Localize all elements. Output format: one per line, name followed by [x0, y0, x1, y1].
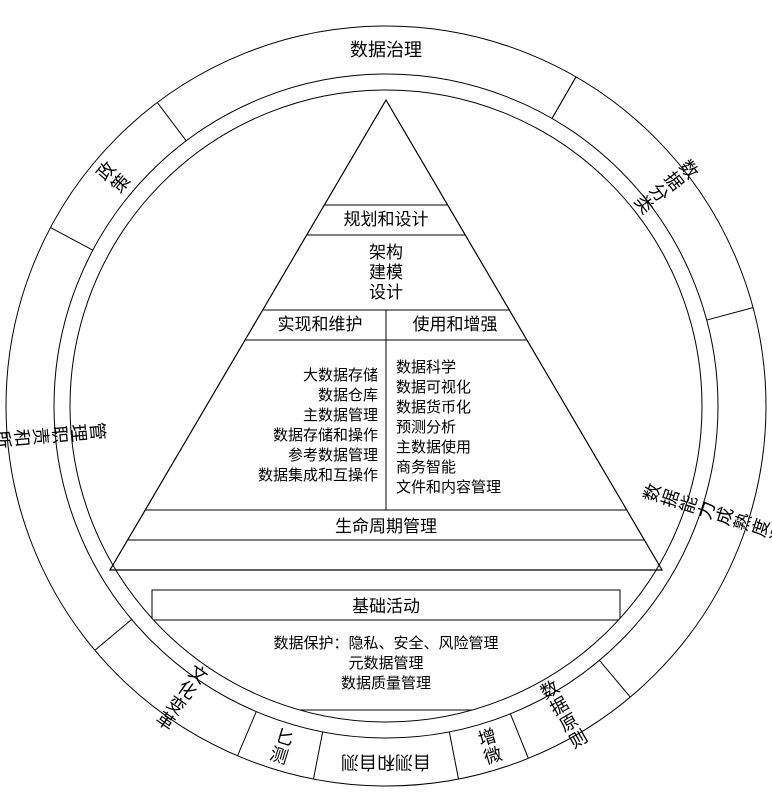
ring-label-9: 政策政策	[93, 158, 134, 197]
pyramid-layer1-label: 规划和设计	[344, 210, 429, 229]
svg-text:所: 所	[0, 430, 13, 450]
bottom-box-line-1: 元数据管理	[348, 655, 423, 672]
ring-label-5: 自测和自测	[341, 752, 431, 772]
svg-text:测: 测	[268, 744, 291, 768]
ring-divider-2	[599, 660, 630, 697]
svg-text:自测和自测: 自测和自测	[341, 752, 431, 772]
ring-label-2: 数据能力成熟度评估数据能力成熟度评估	[640, 481, 772, 551]
bottom-box-line-0: 数据保护：隐私、安全、风险管理	[273, 634, 498, 652]
svg-text:微: 微	[481, 744, 504, 768]
pyramid-left-item-3: 数据存储和操作	[273, 427, 378, 444]
pyramid-left-item-2: 主数据管理	[303, 407, 378, 424]
pyramid-left-item-4: 参考数据管理	[288, 447, 378, 464]
pyramid-layer2-line2: 建模	[369, 263, 403, 282]
ring-divider-1	[707, 308, 753, 320]
bottom-box-title: 基础活动	[352, 597, 420, 616]
ring-divider-7	[95, 619, 132, 650]
pyramid-right-item-0: 数据科学	[396, 359, 456, 376]
pyramid-right-item-6: 文件和内容管理	[396, 479, 501, 496]
pyramid-layer2-line3: 设计	[369, 283, 403, 302]
ring-divider-4	[449, 732, 458, 779]
pyramid-right-item-4: 主数据使用	[396, 439, 471, 456]
ring-label-6: 匕测匕测	[268, 725, 297, 768]
pyramid-left-item-5: 数据集成和互操作	[258, 467, 378, 484]
pyramid-lifecycle-label: 生命周期管理	[335, 517, 437, 536]
pyramid-right-item-1: 数据可视化	[396, 379, 471, 396]
ring-divider-3	[510, 714, 528, 759]
pyramid-left-item-1: 数据仓库	[318, 387, 378, 404]
pyramid-left-item-0: 大数据存储	[303, 367, 378, 384]
ring-divider-10	[552, 77, 576, 119]
ring-label-3: 数据原则数据原则	[537, 677, 591, 753]
ring-label-1: 数据分类数据分类	[630, 156, 702, 218]
ring-divider-6	[238, 712, 257, 756]
bottom-box-line-2: 数据质量管理	[341, 675, 431, 692]
pyramid-layer2-line1: 架构	[369, 243, 403, 262]
ring-label-8: 管理职责和所有权管理职责和所有权	[0, 421, 108, 452]
pyramid-right-item-2: 数据货币化	[396, 399, 471, 416]
ring-divider-9	[157, 103, 186, 141]
pyramid-right-item-3: 预测分析	[396, 419, 456, 436]
pyramid-right-item-5: 商务智能	[396, 458, 456, 476]
pyramid-layer3-left: 实现和维护	[278, 315, 363, 334]
diagram-svg: 数据治理数据分类数据分类数据能力成熟度评估数据能力成熟度评估数据原则数据原则增微…	[0, 0, 772, 812]
pyramid-layer3-right: 使用和增强	[413, 314, 498, 334]
ring-label-0: 数据治理	[350, 40, 422, 60]
ring-label-7: 文化变革文化变革	[152, 661, 211, 734]
ring-divider-5	[313, 732, 322, 779]
ring-divider-8	[50, 228, 92, 251]
ring-label-4: 增微增微	[476, 725, 505, 768]
